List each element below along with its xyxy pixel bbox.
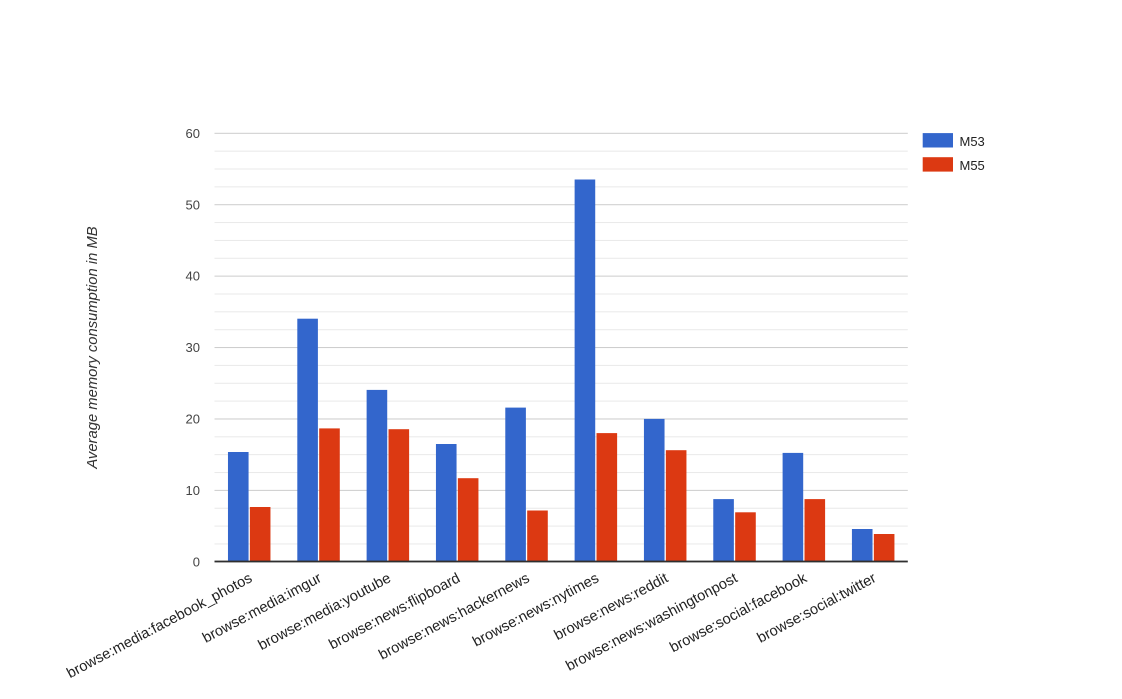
svg-text:M53: M53 bbox=[960, 134, 985, 149]
svg-text:10: 10 bbox=[186, 483, 200, 498]
svg-text:30: 30 bbox=[186, 340, 200, 355]
svg-text:M55: M55 bbox=[960, 158, 985, 173]
svg-text:40: 40 bbox=[186, 269, 200, 284]
svg-text:60: 60 bbox=[186, 126, 200, 141]
svg-text:20: 20 bbox=[186, 412, 200, 427]
svg-text:50: 50 bbox=[186, 197, 200, 212]
svg-text:Average memory consumption in: Average memory consumption in MB bbox=[85, 226, 101, 469]
svg-text:0: 0 bbox=[193, 554, 200, 569]
